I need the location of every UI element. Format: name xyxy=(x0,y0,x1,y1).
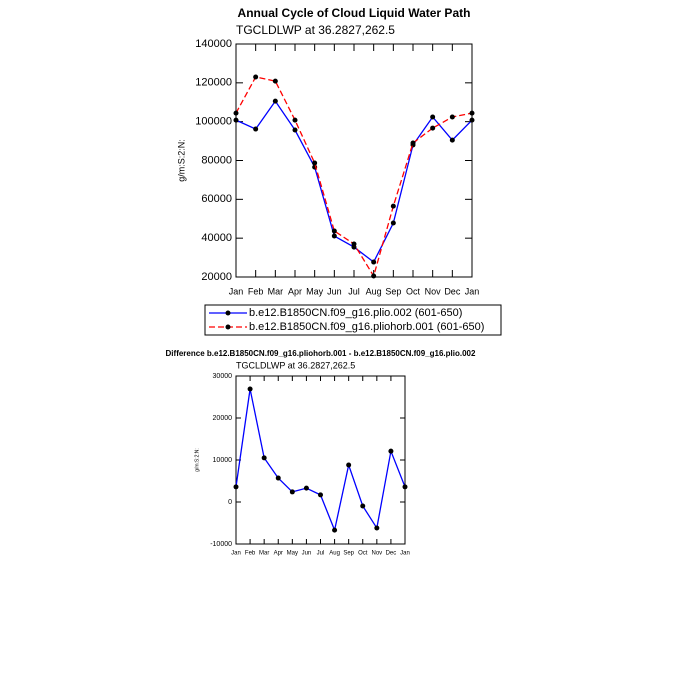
x-tick-label: Aug xyxy=(329,551,340,557)
x-tick-label: Feb xyxy=(248,286,264,296)
data-point xyxy=(332,527,338,533)
x-tick-label: Feb xyxy=(245,551,256,557)
x-tick-label: Nov xyxy=(371,551,382,557)
chart-subtitle: TGCLDLWP at 36.2827,262.5 xyxy=(236,360,355,370)
y-tick-label: 140000 xyxy=(195,38,232,50)
x-tick-label: Jul xyxy=(317,551,325,557)
data-point xyxy=(247,386,253,392)
data-point xyxy=(374,525,380,531)
data-point xyxy=(303,485,309,491)
data-point xyxy=(275,475,281,481)
data-point xyxy=(331,233,337,239)
data-point xyxy=(371,273,377,279)
x-tick-label: Dec xyxy=(444,286,461,296)
y-tick-label: 30000 xyxy=(213,373,233,380)
data-point xyxy=(233,484,239,490)
x-tick-label: Dec xyxy=(386,551,397,557)
data-point xyxy=(449,114,455,120)
x-tick-label: Mar xyxy=(259,551,269,557)
x-tick-label: Jan xyxy=(400,551,410,557)
x-tick-label: Jun xyxy=(302,551,312,557)
legend-marker xyxy=(225,310,231,316)
y-tick-label: 20000 xyxy=(213,415,233,422)
data-point xyxy=(351,241,357,247)
x-tick-label: Oct xyxy=(406,286,421,296)
data-point xyxy=(253,126,259,132)
data-point xyxy=(469,117,475,123)
data-point xyxy=(253,74,259,80)
y-tick-label: 120000 xyxy=(195,77,232,89)
y-tick-label: 80000 xyxy=(201,154,232,166)
data-point xyxy=(346,462,352,468)
data-point xyxy=(233,110,239,116)
data-point xyxy=(410,140,416,146)
data-point xyxy=(312,160,318,166)
x-tick-label: Apr xyxy=(288,286,302,296)
x-tick-label: Jun xyxy=(327,286,342,296)
data-point xyxy=(292,117,298,123)
chart-title: Annual Cycle of Cloud Liquid Water Path xyxy=(238,6,471,20)
x-tick-label: Jul xyxy=(348,286,360,296)
y-axis-label: g/m:S:2:N: xyxy=(194,448,200,472)
data-point xyxy=(371,259,377,265)
x-tick-label: Jan xyxy=(465,286,480,296)
legend-box xyxy=(204,304,502,336)
series-line xyxy=(235,388,406,533)
data-point xyxy=(272,98,278,104)
legend-marker xyxy=(225,324,231,330)
data-point xyxy=(402,484,408,490)
data-point xyxy=(390,220,396,226)
y-tick-label: 40000 xyxy=(201,232,232,244)
data-point xyxy=(430,125,436,131)
data-point xyxy=(272,78,278,84)
x-tick-label: Jan xyxy=(231,551,241,557)
x-tick-label: Nov xyxy=(425,286,442,296)
data-point xyxy=(388,448,394,454)
chart-title: Difference b.e12.B1850CN.f09_g16.pliohor… xyxy=(166,349,476,358)
data-point xyxy=(318,492,323,498)
data-point xyxy=(233,117,239,123)
x-tick-label: Oct xyxy=(358,551,368,557)
y-tick-label: 0 xyxy=(228,499,232,506)
data-point xyxy=(261,455,267,461)
x-tick-label: Apr xyxy=(274,551,283,557)
legend-label: b.e12.B1850CN.f09_g16.pliohorb.001 (601-… xyxy=(249,321,484,333)
data-point xyxy=(360,503,366,509)
x-tick-label: Aug xyxy=(366,286,382,296)
data-point xyxy=(469,110,475,116)
data-point xyxy=(289,489,295,495)
legend-label: b.e12.B1850CN.f09_g16.plio.002 (601-650) xyxy=(249,307,462,319)
x-tick-label: Sep xyxy=(343,551,354,557)
data-point xyxy=(449,137,455,143)
y-tick-label: 100000 xyxy=(195,116,232,128)
chart-subtitle: TGCLDLWP at 36.2827,262.5 xyxy=(236,23,395,37)
data-point xyxy=(292,127,298,133)
data-point xyxy=(430,114,436,120)
data-point xyxy=(331,228,337,234)
x-tick-label: Jan xyxy=(229,286,244,296)
x-tick-label: Mar xyxy=(268,286,284,296)
y-tick-label: 60000 xyxy=(201,193,232,205)
plot-frame xyxy=(235,375,406,545)
x-tick-label: Sep xyxy=(385,286,401,296)
y-tick-label: 20000 xyxy=(201,271,232,283)
y-axis-label: g/m:S:2:N: xyxy=(176,139,186,182)
y-tick-label: 10000 xyxy=(213,457,233,464)
x-tick-label: May xyxy=(306,286,324,296)
x-tick-label: May xyxy=(287,551,298,557)
data-point xyxy=(390,203,396,209)
y-tick-label: -10000 xyxy=(210,541,232,548)
